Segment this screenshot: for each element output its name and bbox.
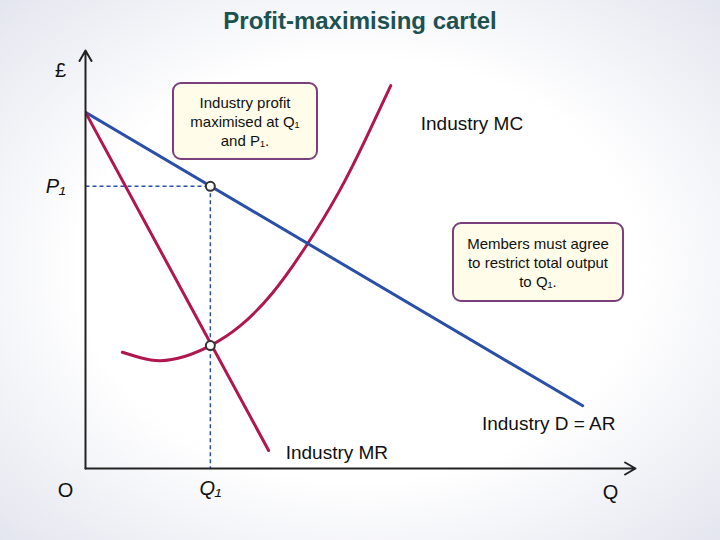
svg-text:O: O <box>58 479 74 501</box>
html-text:Industry profit maximised at Q: Industry profit maximised at Q₁ and P₁. <box>190 93 300 149</box>
svg-text:£: £ <box>55 59 66 81</box>
svg-text:P₁: P₁ <box>46 175 66 197</box>
html-text:Members must agree to restrict: Members must agree to restrict total out… <box>467 234 609 290</box>
html-text:Profit-maximising cartel: Profit-maximising cartel <box>223 7 497 34</box>
svg-text:Industry D = AR: Industry D = AR <box>482 413 616 434</box>
svg-text:Industry MR: Industry MR <box>286 442 388 463</box>
svg-text:Q₁: Q₁ <box>199 477 221 499</box>
svg-text:Q: Q <box>603 481 619 503</box>
svg-text:Industry MC: Industry MC <box>421 113 523 134</box>
